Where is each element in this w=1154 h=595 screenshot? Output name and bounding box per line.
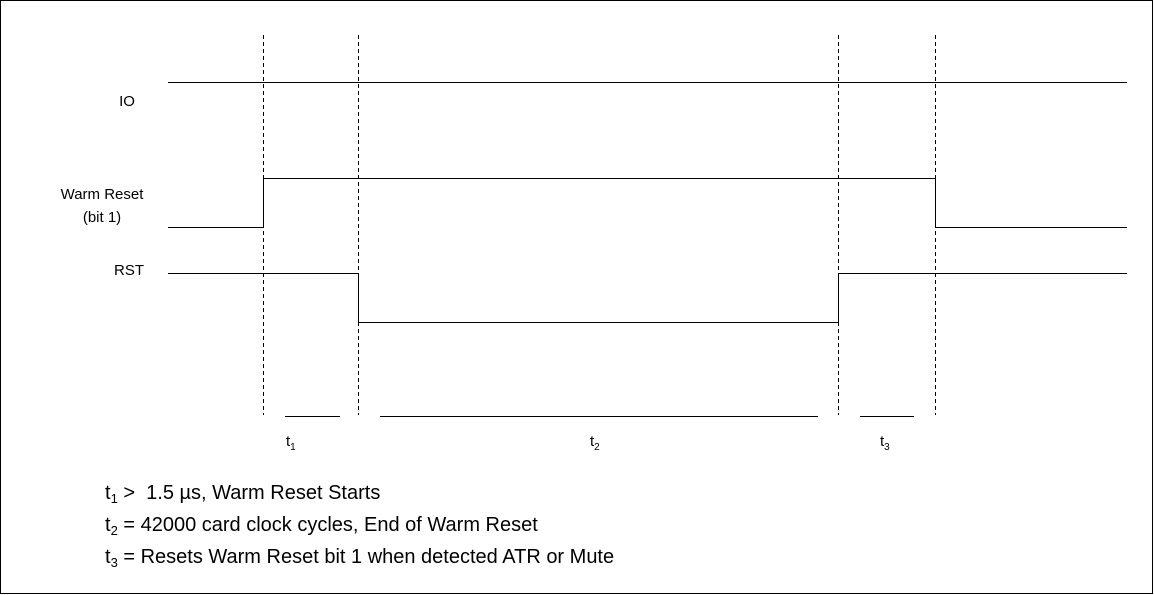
warm-reset-waveform [168, 178, 1127, 228]
rst-waveform [168, 273, 1127, 323]
interval-label: t1 [286, 433, 296, 453]
signal-label: Warm Reset [61, 186, 145, 203]
signal-label: RST [114, 262, 144, 279]
note: t3 = Resets Warm Reset bit 1 when detect… [105, 546, 614, 570]
note: t1 > 1.5 µs, Warm Reset Starts [105, 482, 380, 506]
signal-label: (bit 1) [83, 209, 121, 226]
interval-label: t2 [590, 433, 600, 453]
signal-label: IO [119, 93, 135, 110]
note: t2 = 42000 card clock cycles, End of War… [105, 514, 538, 538]
interval-label: t3 [880, 433, 890, 453]
